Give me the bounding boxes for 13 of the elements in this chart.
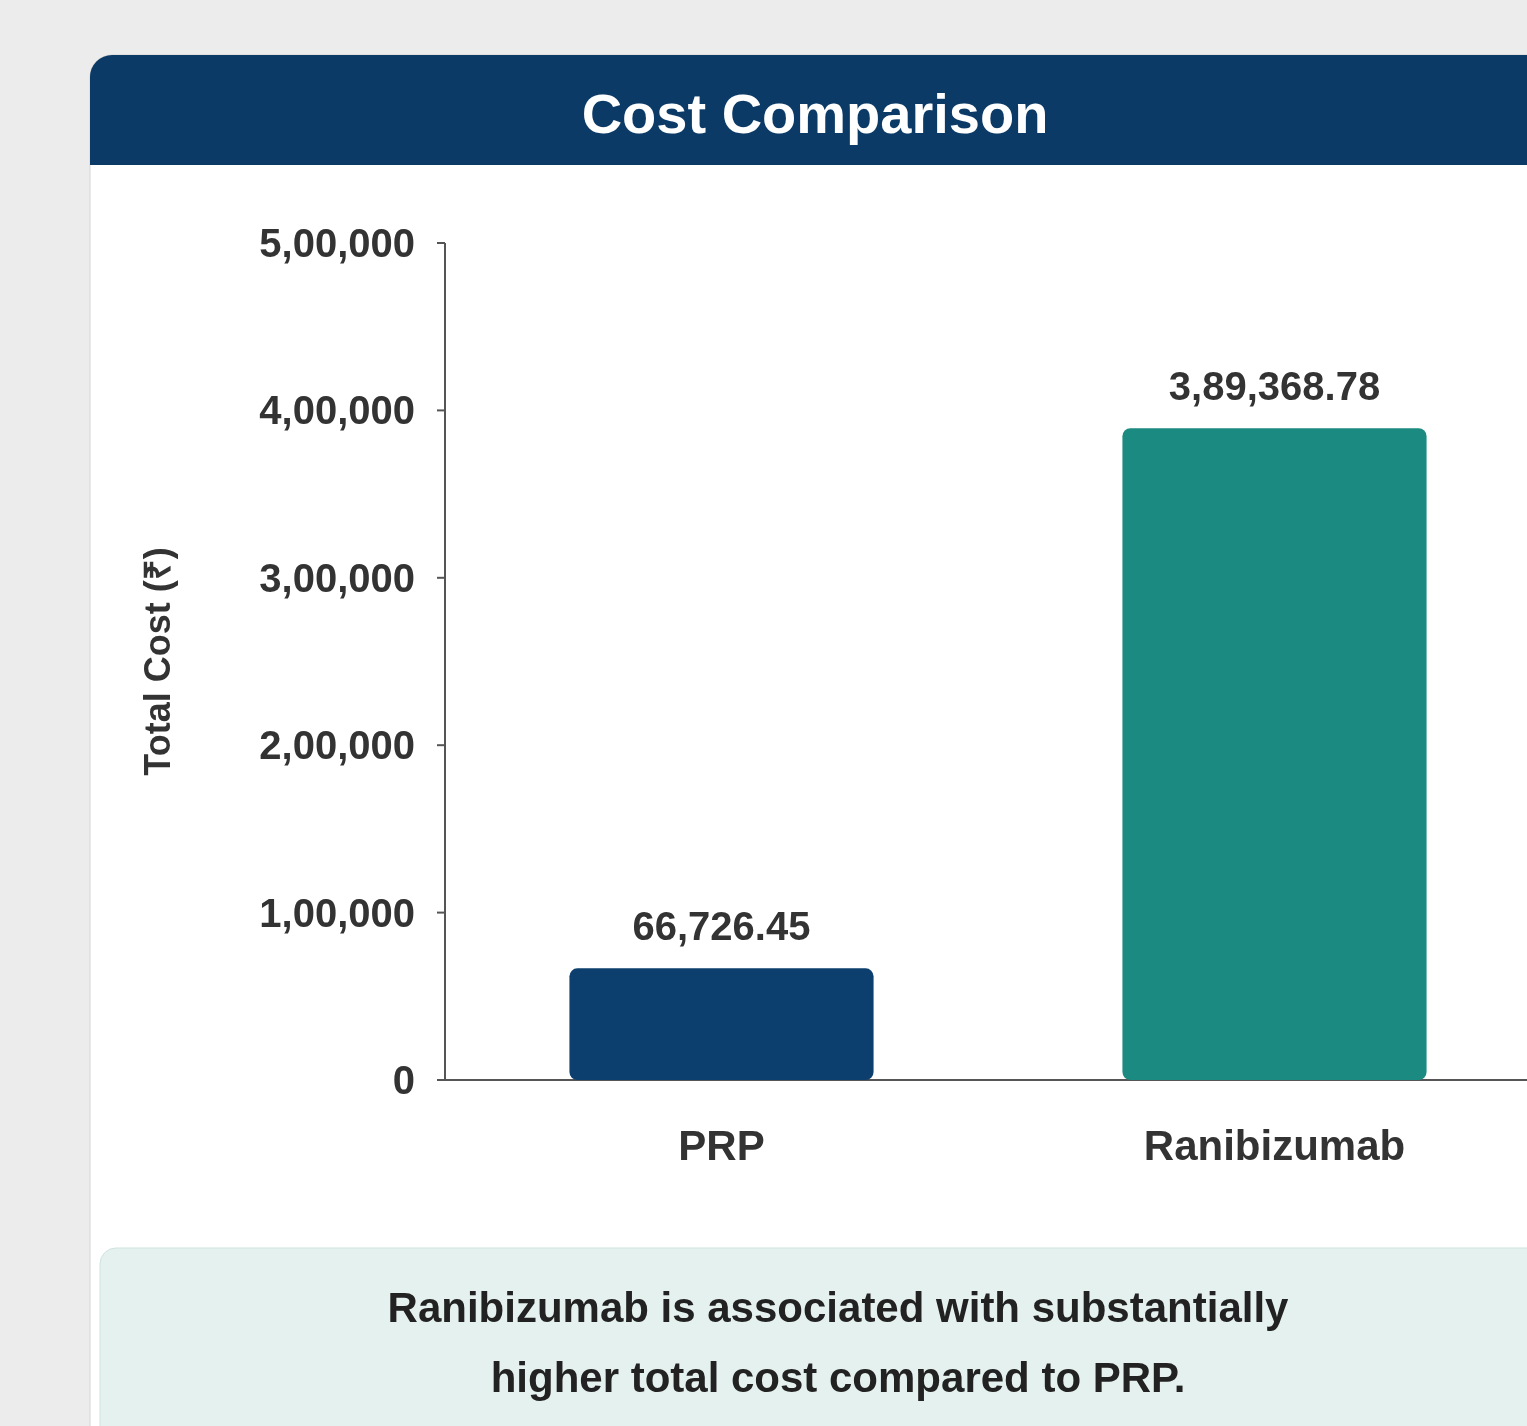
text: Ranibizumab is associated with substantially higher total cost compared to PRP. [387,1284,1290,1401]
data-label: 66,726.45 [632,904,811,949]
y-tick-label: 4,00,000 [259,388,415,433]
y-tick-label: 3,00,000 [259,555,415,600]
y-tick-label: 1,00,000 [259,890,415,935]
y-tick-label: 2,00,000 [259,723,415,768]
data-label: 3,89,368.78 [1168,364,1381,409]
y-tick-label: 5,00,000 [259,221,415,265]
y-tick-label: 0 [392,1058,415,1102]
chart-title: Cost Comparison [581,82,1049,145]
x-tick-label: Ranibizumab [1143,1122,1406,1169]
x-tick-label: PRP [678,1122,765,1169]
y-axis-title: Total Cost (₹) [137,547,178,776]
